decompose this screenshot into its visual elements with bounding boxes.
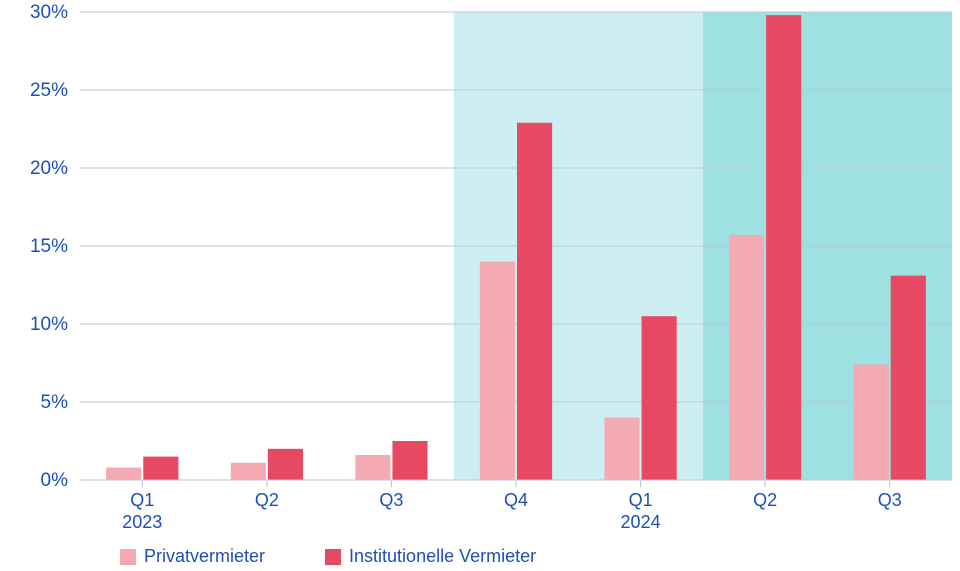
bar-chart: 0% 5% 10% 15% 20% 25% 30% Q1 Q2 Q3 Q4 Q1 Q2 Q3 2023 202… xyxy=(0,0,960,571)
y-tick-label: 10% xyxy=(30,314,68,335)
y-tick-label: 5% xyxy=(41,392,69,413)
legend-label: Privatvermieter xyxy=(144,546,265,567)
x-tick-label: Q3 xyxy=(878,490,902,510)
x-year-label: 2023 xyxy=(122,512,162,532)
y-tick-label: 25% xyxy=(30,80,68,101)
x-year-label: 2024 xyxy=(621,512,661,532)
legend-swatch xyxy=(325,549,341,565)
bar xyxy=(268,449,303,480)
bar xyxy=(854,365,889,480)
y-tick-label: 0% xyxy=(41,470,69,491)
bar xyxy=(766,15,801,480)
chart-container: 0% 5% 10% 15% 20% 25% 30% Q1 Q2 Q3 Q4 Q1 Q2 Q3 2023 202… xyxy=(0,0,960,571)
bar xyxy=(480,262,515,480)
legend: Privatvermieter Institutionelle Vermieter xyxy=(120,546,536,567)
y-tick-label: 15% xyxy=(30,236,68,257)
y-tick-label: 20% xyxy=(30,158,68,179)
x-tick-label: Q4 xyxy=(504,490,528,510)
y-tick-label: 30% xyxy=(30,2,68,23)
x-tick-label: Q1 xyxy=(629,490,653,510)
bar xyxy=(891,276,926,480)
bar xyxy=(604,418,639,480)
bar xyxy=(231,463,266,480)
x-tick-label: Q3 xyxy=(379,490,403,510)
bar xyxy=(517,123,552,480)
x-tick-label: Q1 xyxy=(130,490,154,510)
legend-item: Privatvermieter xyxy=(120,546,265,567)
legend-item: Institutionelle Vermieter xyxy=(325,546,536,567)
x-tick-label: Q2 xyxy=(255,490,279,510)
bar xyxy=(355,455,390,480)
legend-label: Institutionelle Vermieter xyxy=(349,546,536,567)
bar xyxy=(143,457,178,480)
bar xyxy=(106,468,141,480)
bar xyxy=(642,316,677,480)
bar xyxy=(392,441,427,480)
x-tick-label: Q2 xyxy=(753,490,777,510)
legend-swatch xyxy=(120,549,136,565)
bar xyxy=(729,235,764,480)
